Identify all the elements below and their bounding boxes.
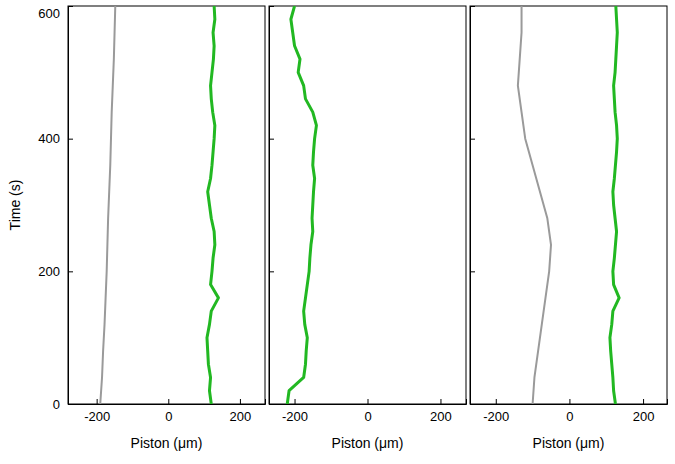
tick: 0	[165, 399, 172, 424]
tick-label: 0	[165, 409, 172, 424]
x-axis: -200 0 200	[69, 399, 266, 424]
marks	[287, 6, 316, 404]
tick: 600	[38, 6, 73, 21]
chart-root: -20002000200400600Piston (μm)Time (s)-20…	[0, 0, 675, 464]
track-line	[207, 6, 218, 404]
tick-mark	[240, 399, 241, 404]
tick-mark	[440, 399, 441, 404]
tick-label: -200	[282, 409, 308, 424]
tick-mark	[269, 404, 274, 405]
tick	[470, 139, 475, 140]
x-axis-title: Piston (μm)	[332, 435, 404, 451]
track-line	[287, 6, 316, 404]
marks	[100, 6, 218, 404]
tick-label: 0	[53, 397, 60, 412]
tick: 400	[38, 131, 73, 146]
tick-label: -200	[84, 409, 110, 424]
panel: -200 0 200 Piston (μm)	[269, 6, 467, 451]
tick-label: 400	[38, 131, 60, 146]
tick: 200	[38, 264, 73, 279]
tick-mark	[368, 399, 369, 404]
y-axis-title: Time (s)	[7, 180, 23, 231]
x-axis-title: Piston (μm)	[131, 435, 203, 451]
axis-line	[471, 399, 668, 405]
tick-mark	[643, 399, 644, 404]
tick-mark	[269, 139, 274, 140]
tick: 200	[430, 399, 452, 424]
tick	[269, 139, 274, 140]
tick-mark	[470, 139, 475, 140]
tick: -200	[84, 399, 110, 424]
tick-label: 200	[633, 409, 655, 424]
plot-frame	[68, 6, 265, 404]
tick-mark	[97, 399, 98, 404]
tick-mark	[269, 271, 274, 272]
axis-line	[471, 7, 476, 405]
tick	[470, 404, 475, 405]
tick: 0	[364, 399, 371, 424]
tick-label: -200	[483, 409, 509, 424]
tick: 0	[566, 399, 573, 424]
tick-mark	[496, 399, 497, 404]
tick	[470, 6, 475, 7]
tick-label: 0	[566, 409, 573, 424]
tick-mark	[68, 6, 73, 7]
tick-mark	[68, 404, 73, 405]
tick-mark	[269, 6, 274, 7]
tick-mark	[470, 271, 475, 272]
tick-mark	[68, 271, 73, 272]
tick-mark	[68, 139, 73, 140]
y-axis	[269, 7, 274, 405]
plot-frame	[269, 6, 466, 404]
tick	[269, 6, 274, 7]
tick-mark	[168, 399, 169, 404]
marks	[518, 6, 619, 404]
tick-mark	[569, 399, 570, 404]
tick: 200	[633, 399, 655, 424]
track-line	[518, 6, 551, 404]
tick-label: 200	[430, 409, 452, 424]
tick-label: 600	[38, 6, 60, 21]
x-axis-title: Piston (μm)	[533, 435, 605, 451]
y-axis: 0 200 400 600	[38, 6, 73, 411]
axis-line	[69, 7, 74, 405]
tick-label: 200	[230, 409, 252, 424]
tick	[470, 271, 475, 272]
panel: -200 0 200 0 200 400 600 Piston (μm) Time (s)	[7, 6, 266, 451]
tick-mark	[470, 404, 475, 405]
tick-mark	[470, 6, 475, 7]
tick-label: 0	[364, 409, 371, 424]
tick-label: 200	[38, 264, 60, 279]
tick: 200	[230, 399, 252, 424]
tick: -200	[282, 399, 308, 424]
x-axis: -200 0 200	[471, 399, 668, 424]
tick: -200	[483, 399, 509, 424]
axis-line	[270, 399, 467, 405]
tick	[269, 271, 274, 272]
axis-line	[270, 7, 275, 405]
tick	[269, 404, 274, 405]
track-line	[610, 6, 619, 404]
tick-mark	[295, 399, 296, 404]
track-line	[100, 6, 115, 404]
y-axis	[470, 7, 475, 405]
axis-line	[69, 399, 266, 405]
plot-frame	[470, 6, 667, 404]
panel: -200 0 200 Piston (μm)	[470, 6, 668, 451]
tick: 0	[53, 397, 73, 412]
x-axis: -200 0 200	[270, 399, 467, 424]
